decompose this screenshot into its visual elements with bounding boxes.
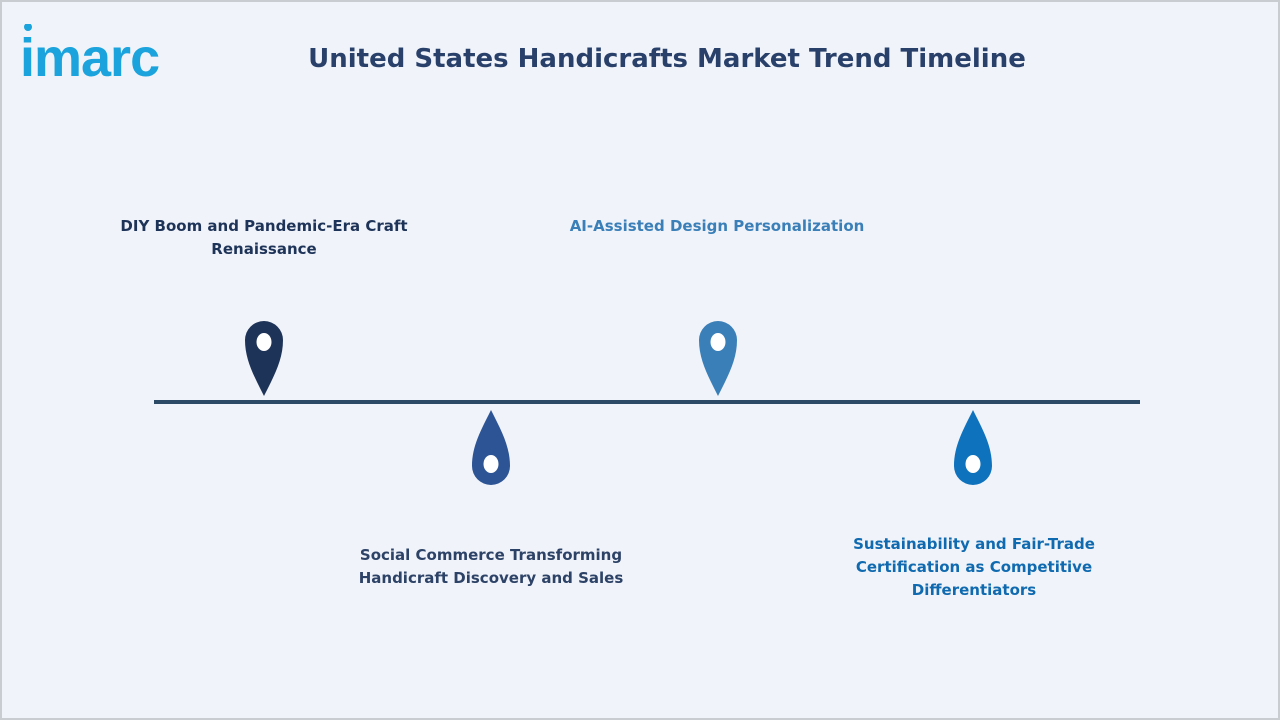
milestone-2-label: Social Commerce Transforming Handicraft … (358, 546, 624, 587)
imarc-logo-graphic: imarc (20, 24, 160, 84)
milestone-2-pin-icon (472, 410, 510, 485)
milestone-3-label: AI-Assisted Design Personalization (569, 217, 865, 235)
logo-wordmark: imarc (20, 28, 159, 84)
milestone-3-pin-icon (699, 321, 737, 396)
milestone-4-label: Sustainability and Fair-Trade Certificat… (853, 535, 1095, 599)
timeline-axis (154, 400, 1140, 404)
milestone-1-label: DIY Boom and Pandemic-Era Craft Renaissa… (120, 217, 408, 258)
milestone-1-pin-icon (245, 321, 283, 396)
milestone-4-pin-icon (954, 410, 992, 485)
page-title: United States Handicrafts Market Trend T… (308, 44, 1026, 74)
